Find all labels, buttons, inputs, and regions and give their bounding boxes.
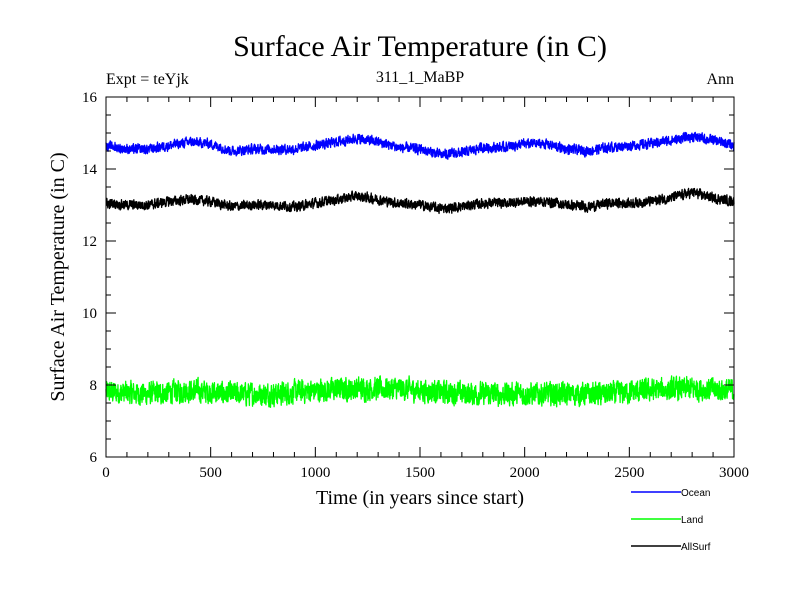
series-line-land bbox=[105, 375, 735, 409]
y-axis-label: Surface Air Temperature (in C) bbox=[47, 152, 69, 401]
season-label: Ann bbox=[706, 71, 734, 88]
series-layer bbox=[105, 131, 735, 409]
x-tick-label: 1000 bbox=[300, 465, 330, 481]
legend: Ocean Land AllSurf bbox=[631, 488, 711, 553]
plot-frame bbox=[105, 96, 735, 458]
x-tick-label: 1500 bbox=[405, 465, 435, 481]
y-tick-label: 6 bbox=[90, 450, 98, 466]
series-line-ocean bbox=[105, 131, 735, 160]
experiment-label: Expt = teYjk bbox=[106, 71, 189, 88]
x-tick-label: 2000 bbox=[510, 465, 540, 481]
series-line-allsurf bbox=[105, 187, 735, 215]
x-tick-label: 500 bbox=[199, 465, 222, 481]
y-tick-label: 10 bbox=[82, 306, 97, 322]
y-tick-label: 8 bbox=[90, 378, 98, 394]
x-axis-label: Time (in years since start) bbox=[316, 487, 524, 509]
legend-label-allsurf: AllSurf bbox=[681, 542, 711, 553]
y-tick-label: 16 bbox=[82, 90, 98, 106]
legend-label-ocean: Ocean bbox=[681, 488, 710, 499]
chart-title: Surface Air Temperature (in C) bbox=[233, 30, 607, 63]
x-tick-label: 0 bbox=[102, 465, 110, 481]
y-tick-label: 14 bbox=[82, 162, 98, 178]
legend-label-land: Land bbox=[681, 515, 703, 526]
y-tick-label: 12 bbox=[82, 234, 97, 250]
run-label: 311_1_MaBP bbox=[376, 69, 464, 86]
x-tick-label: 3000 bbox=[719, 465, 749, 481]
x-tick-label: 2500 bbox=[614, 465, 644, 481]
